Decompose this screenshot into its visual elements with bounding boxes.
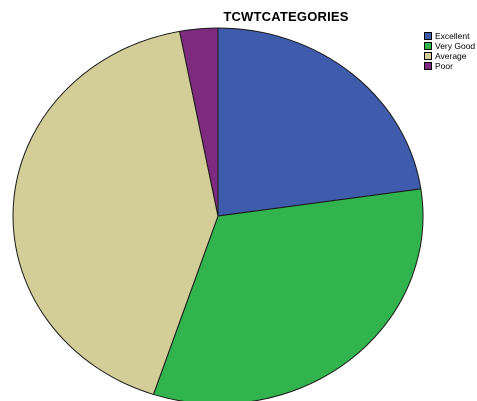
chart-title: TCWTCATEGORIES — [223, 9, 349, 24]
pie-slice-poor — [179, 27, 219, 217]
legend-swatch-poor — [424, 62, 432, 70]
legend-item-excellent: Excellent — [424, 31, 477, 41]
legend-label-very-good: Very Good — [435, 41, 476, 51]
chart-legend: Excellent Very Good Average Poor — [424, 31, 477, 71]
legend-label-excellent: Excellent — [435, 31, 470, 41]
pie-slice-average — [12, 30, 219, 395]
pie-slice-excellent — [217, 27, 422, 217]
legend-item-average: Average — [424, 51, 477, 61]
legend-item-very-good: Very Good — [424, 41, 477, 51]
legend-swatch-excellent — [424, 32, 432, 40]
pie-slice-very-good — [152, 188, 424, 401]
legend-label-poor: Poor — [435, 61, 453, 71]
legend-swatch-very-good — [424, 42, 432, 50]
legend-label-average: Average — [435, 51, 467, 61]
legend-swatch-average — [424, 52, 432, 60]
legend-item-poor: Poor — [424, 61, 477, 71]
